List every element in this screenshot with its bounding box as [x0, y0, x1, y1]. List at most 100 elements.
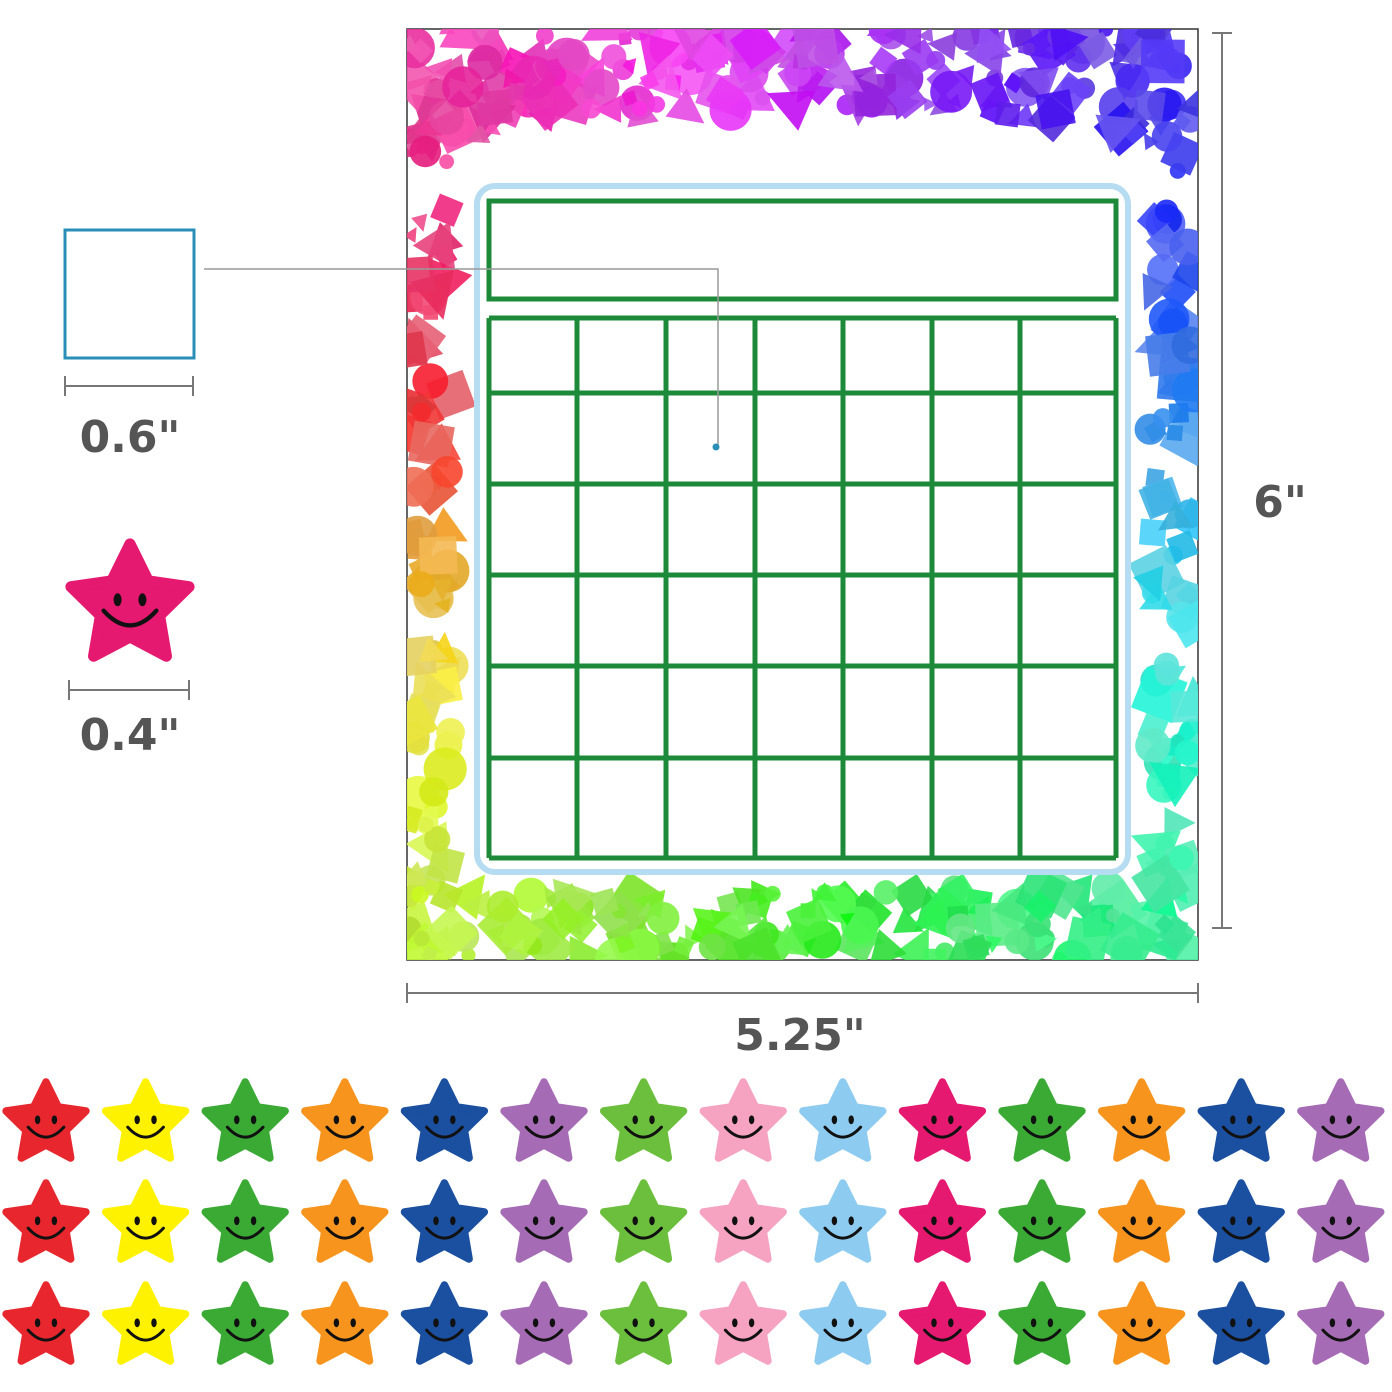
confetti-dot [581, 98, 602, 119]
star-shape [1097, 1179, 1186, 1263]
smiley-star [998, 1281, 1086, 1365]
star-smile [823, 1125, 863, 1139]
star-eye [632, 1115, 638, 1125]
star-eye [549, 1318, 556, 1328]
confetti-triangle [976, 29, 1012, 64]
confetti-square [1170, 690, 1198, 723]
star-smile [101, 608, 159, 628]
star-shape [599, 1078, 688, 1162]
confetti-dot [439, 154, 455, 169]
confetti-triangle [859, 67, 878, 86]
star-smile [1321, 1226, 1361, 1240]
star-eye [732, 1216, 738, 1226]
confetti-dot [536, 29, 554, 45]
confetti-dot [1105, 908, 1120, 923]
star-shape [201, 1179, 289, 1263]
star-eye [532, 1318, 539, 1328]
smiley-star [1297, 1281, 1385, 1365]
incentive-chart-card [406, 28, 1199, 961]
confetti-triangle [923, 97, 939, 112]
star-smile [225, 1125, 265, 1139]
confetti-square [869, 46, 898, 75]
confetti-dot [429, 99, 465, 135]
smiley-star [500, 1078, 588, 1162]
confetti-square [792, 29, 840, 69]
star-smile [624, 1226, 663, 1240]
star-shape [500, 1281, 588, 1365]
star-smile [225, 1226, 265, 1240]
star-eye [1147, 1115, 1153, 1125]
confetti-square [614, 932, 636, 954]
star-eye [1230, 1115, 1236, 1125]
star-smile [823, 1328, 863, 1342]
star-eye [632, 1318, 638, 1328]
confetti-triangle [638, 31, 681, 80]
star-eye [532, 1115, 539, 1125]
star-eye [450, 1216, 456, 1226]
smiley-star [201, 1179, 289, 1263]
confetti-triangle [593, 95, 622, 123]
star-shape [998, 1179, 1086, 1263]
star-eye [1130, 1318, 1136, 1328]
confetti-dot [1153, 652, 1180, 679]
confetti-square [506, 82, 526, 101]
star-smile [26, 1125, 66, 1139]
star-shape [699, 1078, 787, 1162]
confetti-triangle [581, 29, 633, 41]
confetti-square [498, 912, 543, 956]
star-shape [1297, 1179, 1385, 1263]
confetti-dot [1172, 368, 1198, 413]
smiley-star [1297, 1078, 1385, 1162]
confetti-triangle [638, 54, 683, 101]
star-eye [748, 1318, 755, 1328]
star-eye [51, 1216, 58, 1226]
smiley-star [898, 1281, 987, 1365]
smiley-star [400, 1281, 489, 1365]
confetti-square [887, 79, 928, 120]
confetti-triangle [1164, 807, 1196, 839]
star-smile [26, 1226, 66, 1240]
star-shape [500, 1078, 588, 1162]
star-eye [134, 1216, 140, 1226]
star-eye [532, 1216, 539, 1226]
star-eye [549, 1216, 556, 1226]
confetti-triangle [503, 68, 525, 89]
confetti-triangle [407, 75, 433, 112]
star-shape [1097, 1078, 1186, 1162]
star-shape [1097, 1281, 1186, 1365]
star-shape [500, 1179, 588, 1263]
height-label: 6" [1253, 477, 1307, 528]
confetti-triangle [411, 213, 428, 232]
confetti-square [673, 936, 695, 957]
star-eye [931, 1216, 937, 1226]
confetti-dot [582, 69, 620, 106]
star-smile [1122, 1328, 1161, 1342]
confetti-square [1154, 913, 1176, 935]
star-smile [923, 1328, 962, 1342]
star-smile [325, 1328, 365, 1342]
confetti-dot [471, 29, 500, 45]
star-smile [1022, 1328, 1062, 1342]
star-smile [425, 1125, 464, 1139]
smiley-star [2, 1078, 90, 1162]
confetti-triangle [407, 226, 417, 243]
confetti-triangle [407, 861, 429, 886]
sticker-sheet [2, 1078, 1385, 1365]
confetti-dot [1174, 739, 1198, 766]
confetti-square [590, 887, 619, 917]
confetti-square [407, 803, 423, 834]
star-smile [1022, 1125, 1062, 1139]
confetti-triangle [418, 637, 449, 663]
smiley-star [500, 1179, 588, 1263]
confetti-square [407, 256, 435, 293]
confetti-square [853, 73, 897, 117]
confetti-border [407, 29, 1198, 960]
star-shape [998, 1078, 1086, 1162]
star-smile [126, 1226, 165, 1240]
confetti-square [786, 897, 833, 945]
confetti-dot [621, 928, 660, 960]
star-smile [1221, 1226, 1261, 1240]
confetti-dot [486, 890, 519, 923]
star-eye [450, 1318, 456, 1328]
star-eye [450, 1115, 456, 1125]
